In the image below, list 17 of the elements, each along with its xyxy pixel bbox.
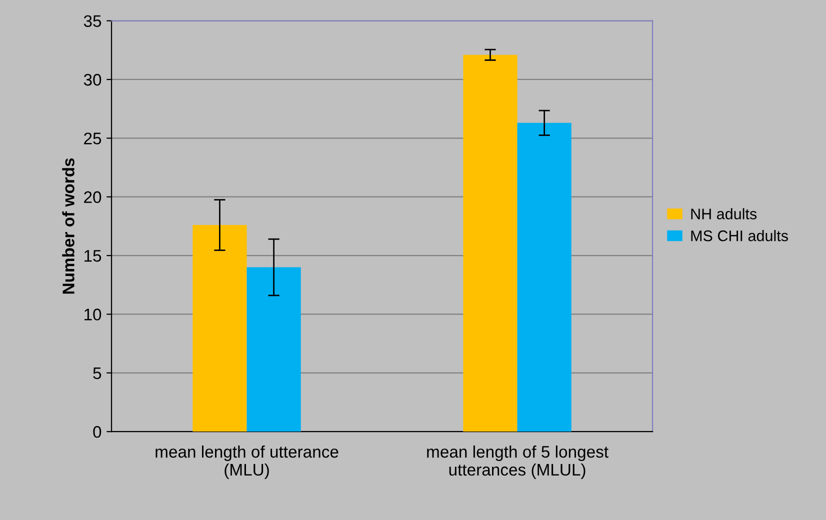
y-tick-label: 5 [93, 367, 102, 380]
bar [463, 54, 518, 432]
y-tick-label: 30 [84, 74, 102, 86]
bar [192, 225, 247, 432]
y-tick-label: 10 [84, 308, 102, 320]
bar [517, 122, 572, 432]
y-tick-label: 25 [84, 132, 102, 144]
y-tick-label: 0 [93, 426, 102, 438]
bar [246, 267, 301, 432]
y-tick-label: 20 [84, 191, 102, 204]
y-tick-label: 15 [84, 250, 102, 262]
legend-label: NH adults [691, 208, 757, 220]
x-tick-label: mean length of utterance (MLU) [156, 445, 338, 479]
y-axis-title: Number of words [62, 158, 74, 294]
y-tick-label: 35 [84, 15, 102, 28]
x-tick-label: mean length of 5 longest utterances (MLUL) [427, 445, 608, 479]
legend-label: MS CHI adults [691, 230, 788, 242]
